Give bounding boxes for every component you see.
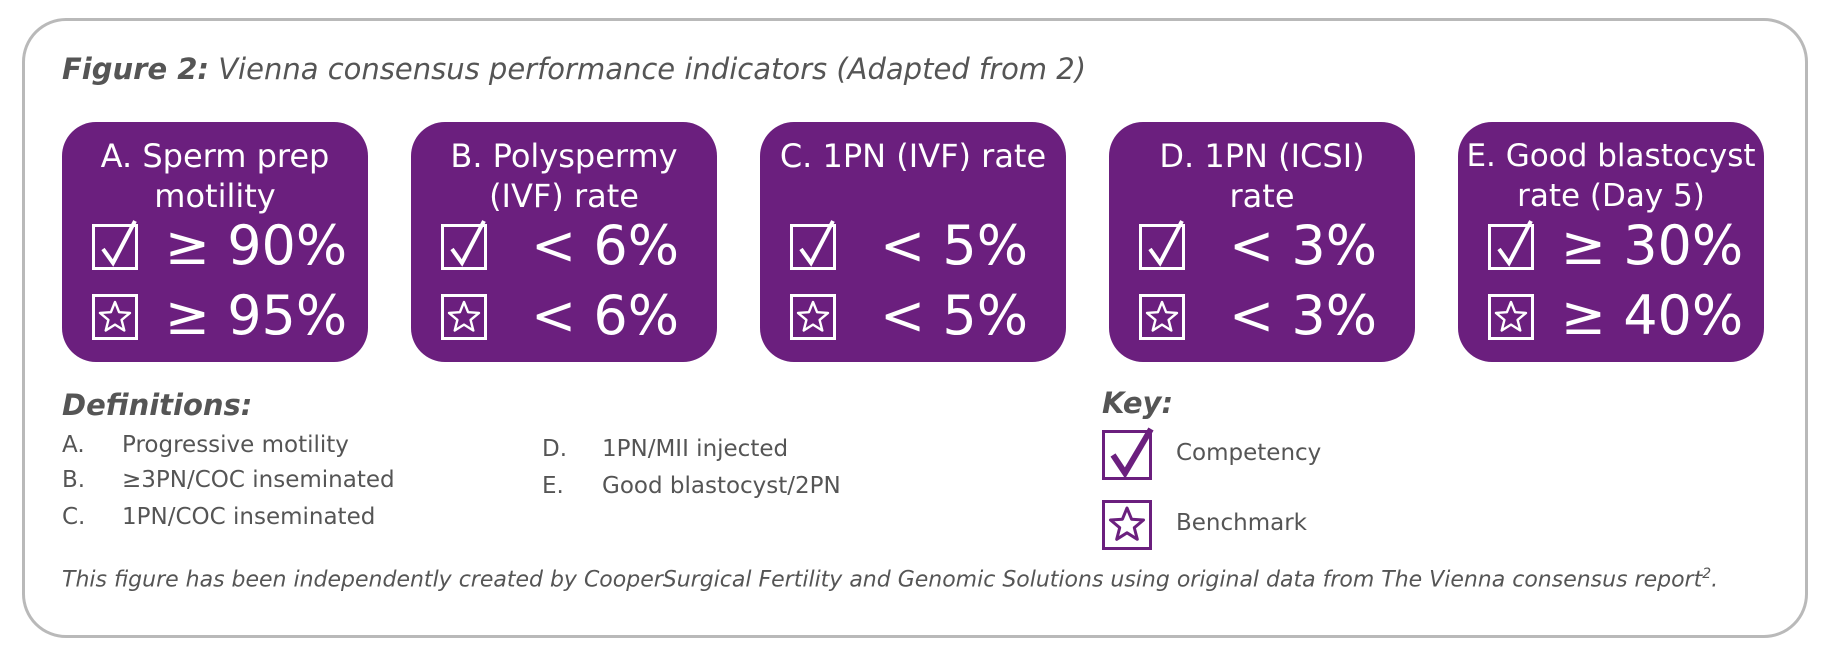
benchmark-row: ≥ 40%	[1458, 284, 1764, 352]
definition-letter: D.	[542, 436, 568, 462]
definition-text: Good blastocyst/2PN	[602, 473, 841, 499]
key-label-competency: Competency	[1176, 440, 1322, 466]
checkbox-check-icon	[441, 220, 487, 270]
benchmark-row: ≥ 95%	[62, 284, 368, 352]
definition-item-e: E. Good blastocyst/2PN	[542, 473, 841, 499]
benchmark-row: < 5%	[760, 284, 1066, 352]
indicator-card-d: D. 1PN (ICSI) rate < 3% < 3%	[1109, 122, 1415, 362]
definition-item-c: C. 1PN/COC inseminated	[62, 504, 375, 530]
definition-letter: A.	[62, 432, 85, 458]
card-heading: B. Polyspermy (IVF) rate	[411, 136, 717, 216]
checkbox-star-icon	[790, 294, 836, 340]
card-heading: C. 1PN (IVF) rate	[760, 136, 1066, 176]
definition-item-b: B. ≥3PN/COC inseminated	[62, 467, 395, 493]
indicator-card-c: C. 1PN (IVF) rate < 5% < 5%	[760, 122, 1066, 362]
benchmark-value: < 6%	[530, 284, 680, 347]
competency-row: < 3%	[1109, 214, 1415, 282]
checkbox-check-icon	[1488, 220, 1534, 270]
key-label-benchmark: Benchmark	[1176, 510, 1308, 536]
checkbox-star-icon	[441, 294, 487, 340]
checkbox-star-icon	[1102, 500, 1152, 550]
footnote-text: This figure has been independently creat…	[62, 567, 1703, 593]
indicator-card-a: A. Sperm prep motility ≥ 90% ≥ 95%	[62, 122, 368, 362]
definitions-title: Definitions:	[62, 388, 253, 422]
competency-value: < 3%	[1228, 214, 1378, 277]
card-heading-line1: A. Sperm prep	[100, 137, 330, 175]
benchmark-row: < 3%	[1109, 284, 1415, 352]
definition-letter: C.	[62, 504, 86, 530]
definition-text: 1PN/COC inseminated	[122, 504, 376, 530]
footnote: This figure has been independently creat…	[62, 566, 1718, 592]
definition-letter: E.	[542, 473, 564, 499]
benchmark-value: < 3%	[1228, 284, 1378, 347]
card-heading: A. Sperm prep motility	[62, 136, 368, 216]
checkbox-check-icon	[1139, 220, 1185, 270]
benchmark-value: < 5%	[879, 284, 1029, 347]
competency-row: < 5%	[760, 214, 1066, 282]
figure-title: Figure 2: Vienna consensus performance i…	[62, 52, 1086, 86]
competency-row: ≥ 30%	[1458, 214, 1764, 282]
card-heading-line1: E. Good blastocyst	[1466, 138, 1756, 174]
definition-text: 1PN/MII injected	[602, 436, 789, 462]
footnote-superscript: 2	[1702, 566, 1712, 582]
card-heading-line2: rate (Day 5)	[1517, 178, 1705, 214]
checkbox-star-icon	[92, 294, 138, 340]
checkbox-star-icon	[1488, 294, 1534, 340]
competency-value: < 5%	[879, 214, 1029, 277]
checkbox-check-icon	[1102, 427, 1154, 480]
footnote-end: .	[1711, 567, 1719, 593]
key-title: Key:	[1102, 386, 1174, 420]
definition-text: ≥3PN/COC inseminated	[122, 467, 395, 493]
definition-item-a: A. Progressive motility	[62, 432, 349, 458]
card-heading-line2: motility	[154, 177, 276, 215]
checkbox-check-icon	[790, 220, 836, 270]
card-heading: E. Good blastocyst rate (Day 5)	[1458, 136, 1764, 216]
competency-value: < 6%	[530, 214, 680, 277]
figure-label: Figure 2:	[62, 52, 209, 86]
indicator-card-b: B. Polyspermy (IVF) rate < 6% < 6%	[411, 122, 717, 362]
figure-frame	[22, 18, 1808, 638]
competency-value: ≥ 30%	[1560, 214, 1744, 277]
indicator-card-e: E. Good blastocyst rate (Day 5) ≥ 30% ≥ …	[1458, 122, 1764, 362]
definition-text: Progressive motility	[122, 432, 349, 458]
checkbox-check-icon	[92, 220, 138, 270]
card-heading-line1: B. Polyspermy	[450, 137, 678, 175]
definition-letter: B.	[62, 467, 86, 493]
benchmark-value: ≥ 40%	[1560, 284, 1744, 347]
card-heading-line2: rate	[1229, 177, 1295, 215]
benchmark-value: ≥ 95%	[164, 284, 348, 347]
benchmark-row: < 6%	[411, 284, 717, 352]
card-heading-line1: D. 1PN (ICSI)	[1159, 137, 1365, 175]
competency-value: ≥ 90%	[164, 214, 348, 277]
checkbox-star-icon	[1139, 294, 1185, 340]
definition-item-d: D. 1PN/MII injected	[542, 436, 788, 462]
competency-row: ≥ 90%	[62, 214, 368, 282]
competency-row: < 6%	[411, 214, 717, 282]
card-heading-line2: (IVF) rate	[489, 177, 639, 215]
card-heading-line1: C. 1PN (IVF) rate	[779, 137, 1047, 175]
card-heading: D. 1PN (ICSI) rate	[1109, 136, 1415, 216]
figure-title-text: Vienna consensus performance indicators …	[218, 52, 1087, 86]
